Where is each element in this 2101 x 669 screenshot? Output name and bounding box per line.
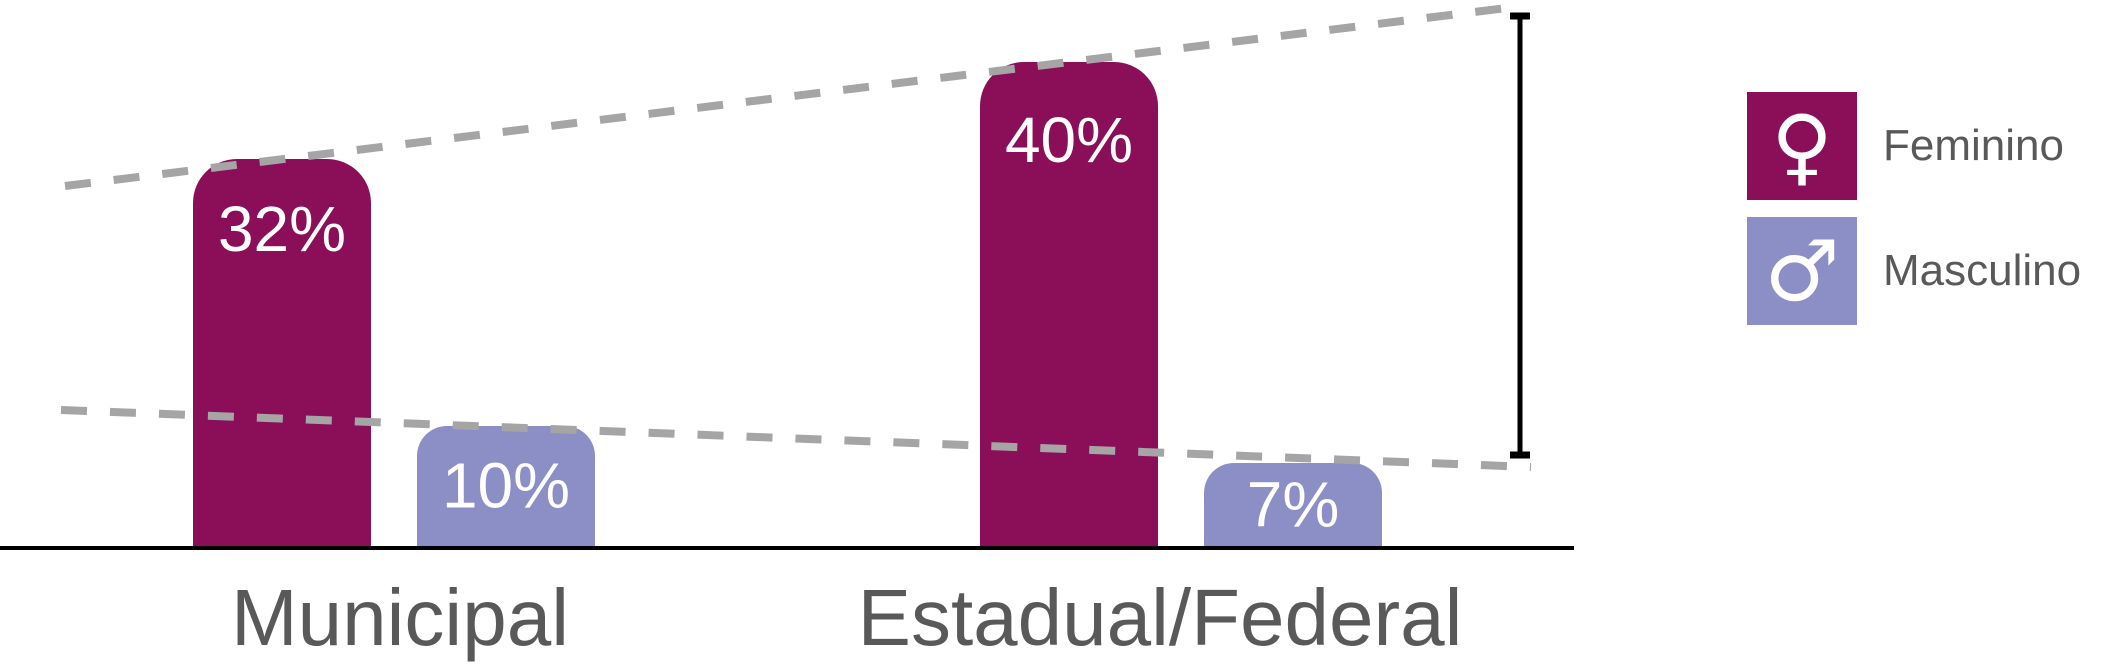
legend-swatch-masculino: ♂ [1747, 217, 1857, 325]
trend-line-feminino [64, 3, 1516, 190]
bar-value-label: 40% [1004, 104, 1134, 176]
male-sign-icon: ♂ [1764, 222, 1840, 320]
legend-swatch-feminino: ♀ [1747, 92, 1857, 200]
legend: ♀ Feminino ♂ Masculino [1747, 92, 2081, 342]
x-axis-label-municipal: Municipal [231, 573, 569, 662]
bar-value-label: 32% [217, 193, 347, 265]
bar-municipal-feminino: 32% [193, 159, 371, 548]
bar-value-label: 7% [1246, 468, 1340, 541]
bar-estadual-masculino: 7% [1204, 463, 1382, 548]
bar-municipal-masculino: 10% [417, 426, 595, 548]
trend-line-masculino [60, 406, 1532, 471]
legend-item-feminino: ♀ Feminino [1747, 92, 2081, 200]
legend-item-masculino: ♂ Masculino [1747, 217, 2081, 325]
x-axis-label-estadual-federal: Estadual/Federal [857, 573, 1463, 662]
bar-value-label: 10% [441, 449, 571, 522]
female-sign-icon: ♀ [1771, 97, 1833, 195]
legend-label-masculino: Masculino [1883, 246, 2082, 295]
legend-label-feminino: Feminino [1883, 121, 2064, 170]
x-axis-line [0, 546, 1574, 550]
gap-bracket [1510, 12, 1530, 459]
bar-estadual-feminino: 40% [980, 62, 1158, 548]
